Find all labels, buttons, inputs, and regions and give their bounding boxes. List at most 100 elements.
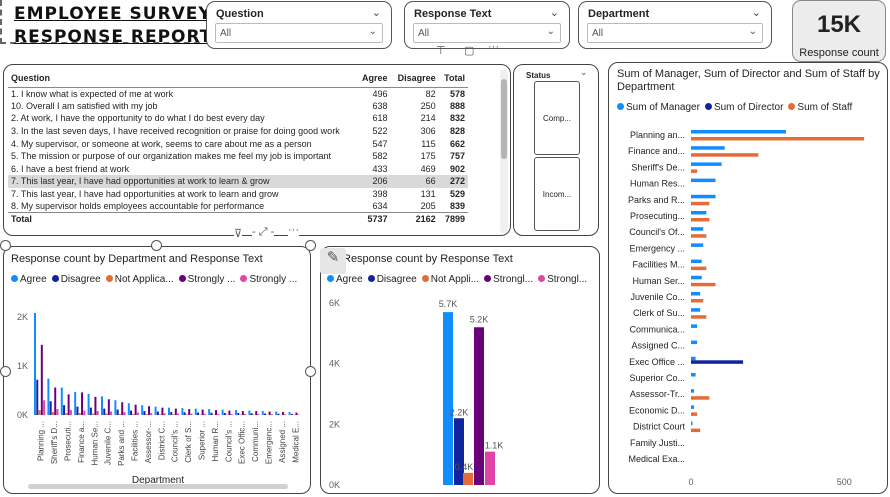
legend-label: Agree [20,274,47,285]
bar [691,356,696,361]
table-row[interactable]: 10. Overall I am satisfied with my job 63… [8,100,468,113]
col-header-disagree[interactable]: Disagree [390,69,439,88]
bar [103,408,106,415]
total-cell-total: 7899 [438,212,468,226]
filter-icon[interactable]: ⊤ [436,45,446,57]
bar [691,275,702,280]
table-cell-agree: 206 [356,175,391,188]
table-cell-agree: 522 [372,126,388,137]
more-options-icon[interactable]: ··· [288,224,299,236]
legend-label: Sum of Manager [626,102,700,113]
table-row[interactable]: 7. This last year, I have had opportunit… [8,175,468,188]
resize-handle[interactable] [305,240,316,251]
table-cell-total: 578 [449,88,465,99]
legend-item[interactable]: Strongl... [538,274,587,285]
table-row[interactable]: 4. My supervisor, or someone at work, se… [8,137,468,150]
table-row[interactable]: 3. In the last seven days, I have receiv… [8,125,468,138]
legend-item[interactable]: Sum of Manager [617,102,700,113]
resize-handle[interactable] [0,240,11,251]
y-tick-label: Finance and... [628,146,685,156]
bar [78,413,81,415]
legend-item[interactable]: Disagree [51,274,101,285]
bar [691,421,693,426]
legend-item[interactable]: Agree [327,274,363,285]
status-option-complete[interactable]: Comp... [534,81,580,155]
table-cell-disagree: 175 [420,151,436,162]
dept-chart-plot: 0K 1K 2K Planning ... Sheriff's D... Prosecut… [17,312,300,486]
table-cell-total: 828 [449,126,465,137]
chevron-down-icon[interactable]: ⌄ [549,7,559,19]
bar [76,406,79,415]
x-axis-title: Department [132,475,184,486]
x-tick-label: Exec Offic... [238,421,247,464]
bar [118,414,121,415]
bar [691,405,695,409]
table-row[interactable]: 6. I have a best friend at work 433 469 902 [8,163,468,176]
legend-item[interactable]: Disagree [367,274,417,285]
table-row[interactable]: 1. I know what is expected of me at work… [8,87,468,100]
bar [454,418,464,485]
bar [691,146,725,150]
legend-item[interactable]: Strongly ... [178,274,235,285]
chevron-down-icon[interactable]: ⌄ [751,7,761,19]
chevron-down-icon[interactable]: ⌄ [580,67,588,77]
table-row[interactable]: 7. This last year, I have had opportunit… [8,188,468,201]
bar [244,414,247,415]
col-header-question[interactable]: Question [8,69,356,88]
question-slicer[interactable]: Question ⌄ All ⌄ [206,1,392,49]
legend-marker [421,275,429,282]
bar [87,393,90,415]
department-dropdown[interactable]: All ⌄ [587,23,763,43]
table-scrollbar-thumb[interactable] [501,79,507,159]
legend-item[interactable]: Agree [11,274,47,285]
format-brush-icon[interactable]: ✎ [320,248,346,274]
col-header-total[interactable]: Total [438,69,468,88]
department-slicer[interactable]: Department ⌄ All ⌄ [578,1,772,49]
legend-item[interactable]: Not Applica... [105,274,174,285]
table-row[interactable]: 8. My supervisor holds employees account… [8,200,468,213]
dept-chart-scrollbar[interactable] [28,484,288,489]
table-cell-disagree: 66 [390,175,439,188]
bar [116,409,119,415]
legend-item[interactable]: Sum of Director [704,102,783,113]
y-tick-label: Medical Exa... [628,454,685,464]
col-header-agree[interactable]: Agree [356,69,391,88]
y-tick-label: Juvenile Co... [630,292,685,302]
bar [183,412,186,415]
bar [485,451,495,485]
table-cell-total: 662 [449,138,465,149]
bar [691,299,704,303]
resize-handle[interactable] [151,240,162,251]
more-options-icon[interactable]: ··· [488,41,499,53]
table-cell-total: 529 [449,189,465,200]
bar [282,412,285,415]
response-text-slicer[interactable]: Response Text ⌄ All ⌄ [404,1,570,49]
legend-item[interactable]: Strongl... [484,274,533,285]
table-scrollbar[interactable] [500,69,508,233]
response-text-dropdown[interactable]: All ⌄ [413,23,561,43]
bar [197,412,200,415]
table-cell-disagree: 205 [420,201,436,212]
dept-chart-legend: Agree Disagree Not Applica... Strongly ... S… [11,274,302,285]
legend-item[interactable]: Strongly ... [240,274,297,285]
bar [443,312,453,485]
department-dropdown-value: All [592,28,604,39]
bar [208,409,211,415]
table-row[interactable]: 5. The mission or purpose of our organiz… [8,150,468,163]
bar [241,411,244,415]
y-tick-label: Sheriff's De... [631,162,685,172]
bar [101,396,103,415]
table-row[interactable]: 2. At work, I have the opportunity to do… [8,112,468,125]
response-text-chart-visual: Response count by Response Text Agree Dis… [320,246,600,494]
question-dropdown[interactable]: All ⌄ [215,23,383,43]
legend-item[interactable]: Not Appli... [421,274,479,285]
resize-handle[interactable] [0,366,11,377]
bar [270,414,273,415]
resize-handle[interactable] [305,366,316,377]
legend-item[interactable]: Sum of Staff [788,102,852,113]
filter-icon[interactable]: ⊽ [234,227,243,240]
chevron-down-icon[interactable]: ⌄ [371,7,381,19]
focus-mode-icon[interactable]: ▢ [464,45,475,57]
focus-mode-icon[interactable]: - ⤢ - [252,226,275,239]
status-option-incomplete[interactable]: Incom... [534,157,580,231]
